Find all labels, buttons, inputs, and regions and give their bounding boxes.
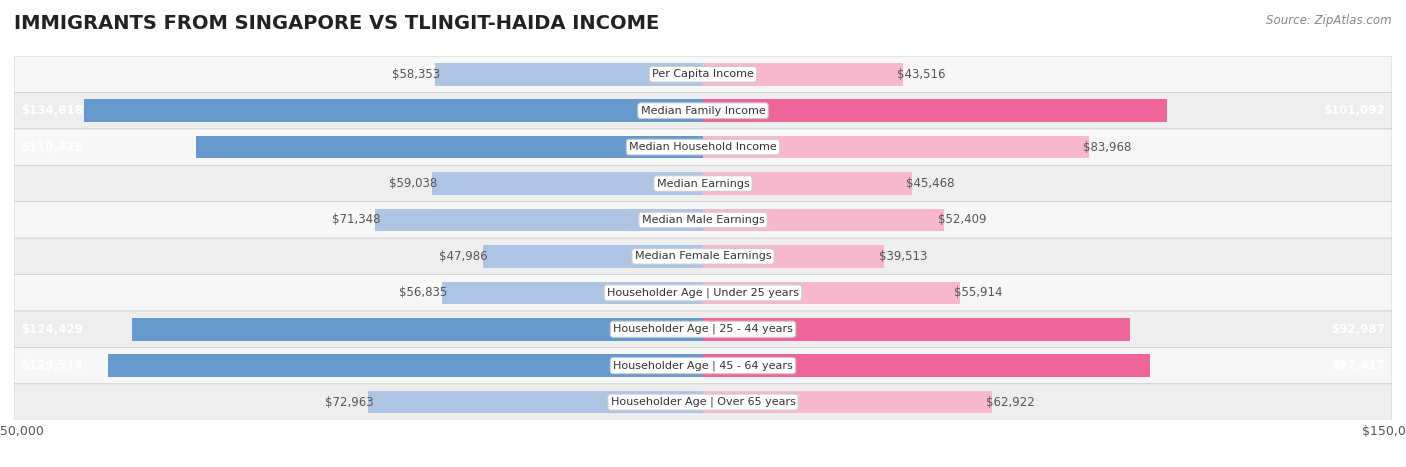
Bar	[195, 136, 703, 158]
Text: Median Household Income: Median Household Income	[628, 142, 778, 152]
FancyBboxPatch shape	[14, 384, 1392, 420]
Text: $129,514: $129,514	[21, 359, 83, 372]
Text: Householder Age | 25 - 44 years: Householder Age | 25 - 44 years	[613, 324, 793, 334]
Bar	[703, 136, 1088, 158]
Text: $62,922: $62,922	[987, 396, 1035, 409]
Bar	[703, 245, 884, 268]
FancyBboxPatch shape	[14, 165, 1392, 202]
Text: Median Earnings: Median Earnings	[657, 178, 749, 189]
FancyBboxPatch shape	[14, 202, 1392, 238]
Text: $110,428: $110,428	[21, 141, 83, 154]
Bar	[703, 282, 960, 304]
Text: Householder Age | Over 65 years: Householder Age | Over 65 years	[610, 397, 796, 407]
Text: Source: ZipAtlas.com: Source: ZipAtlas.com	[1267, 14, 1392, 27]
FancyBboxPatch shape	[14, 311, 1392, 347]
Text: $58,353: $58,353	[392, 68, 440, 81]
Bar	[703, 318, 1130, 340]
Text: $92,987: $92,987	[1331, 323, 1385, 336]
FancyBboxPatch shape	[14, 56, 1392, 92]
Bar	[368, 391, 703, 413]
Text: Median Female Earnings: Median Female Earnings	[634, 251, 772, 262]
Text: $47,986: $47,986	[440, 250, 488, 263]
Text: Householder Age | Under 25 years: Householder Age | Under 25 years	[607, 288, 799, 298]
FancyBboxPatch shape	[14, 238, 1392, 275]
Text: $83,968: $83,968	[1083, 141, 1132, 154]
Text: $72,963: $72,963	[325, 396, 374, 409]
Text: $55,914: $55,914	[955, 286, 1002, 299]
Bar	[441, 282, 703, 304]
Bar	[108, 354, 703, 377]
Bar	[703, 209, 943, 231]
Bar	[703, 354, 1150, 377]
Text: $101,092: $101,092	[1323, 104, 1385, 117]
Bar	[432, 172, 703, 195]
Bar	[703, 391, 993, 413]
Text: Median Family Income: Median Family Income	[641, 106, 765, 116]
Bar	[84, 99, 703, 122]
Text: $43,516: $43,516	[897, 68, 946, 81]
Bar	[434, 63, 703, 85]
Bar	[703, 172, 912, 195]
Bar	[375, 209, 703, 231]
Text: $97,417: $97,417	[1331, 359, 1385, 372]
Text: Householder Age | 45 - 64 years: Householder Age | 45 - 64 years	[613, 361, 793, 371]
Text: $134,818: $134,818	[21, 104, 83, 117]
Text: $56,835: $56,835	[399, 286, 447, 299]
Bar	[132, 318, 703, 340]
FancyBboxPatch shape	[14, 129, 1392, 165]
FancyBboxPatch shape	[14, 92, 1392, 129]
Text: $59,038: $59,038	[389, 177, 437, 190]
Text: $52,409: $52,409	[938, 213, 987, 226]
Bar	[703, 63, 903, 85]
Bar	[703, 99, 1167, 122]
Text: IMMIGRANTS FROM SINGAPORE VS TLINGIT-HAIDA INCOME: IMMIGRANTS FROM SINGAPORE VS TLINGIT-HAI…	[14, 14, 659, 33]
Text: $124,429: $124,429	[21, 323, 83, 336]
Text: Per Capita Income: Per Capita Income	[652, 69, 754, 79]
FancyBboxPatch shape	[14, 275, 1392, 311]
Bar	[482, 245, 703, 268]
Text: $71,348: $71,348	[332, 213, 381, 226]
Text: Median Male Earnings: Median Male Earnings	[641, 215, 765, 225]
Text: $39,513: $39,513	[879, 250, 928, 263]
Text: $45,468: $45,468	[907, 177, 955, 190]
FancyBboxPatch shape	[14, 347, 1392, 384]
